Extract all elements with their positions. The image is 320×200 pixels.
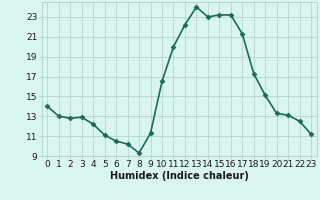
X-axis label: Humidex (Indice chaleur): Humidex (Indice chaleur) (110, 171, 249, 181)
